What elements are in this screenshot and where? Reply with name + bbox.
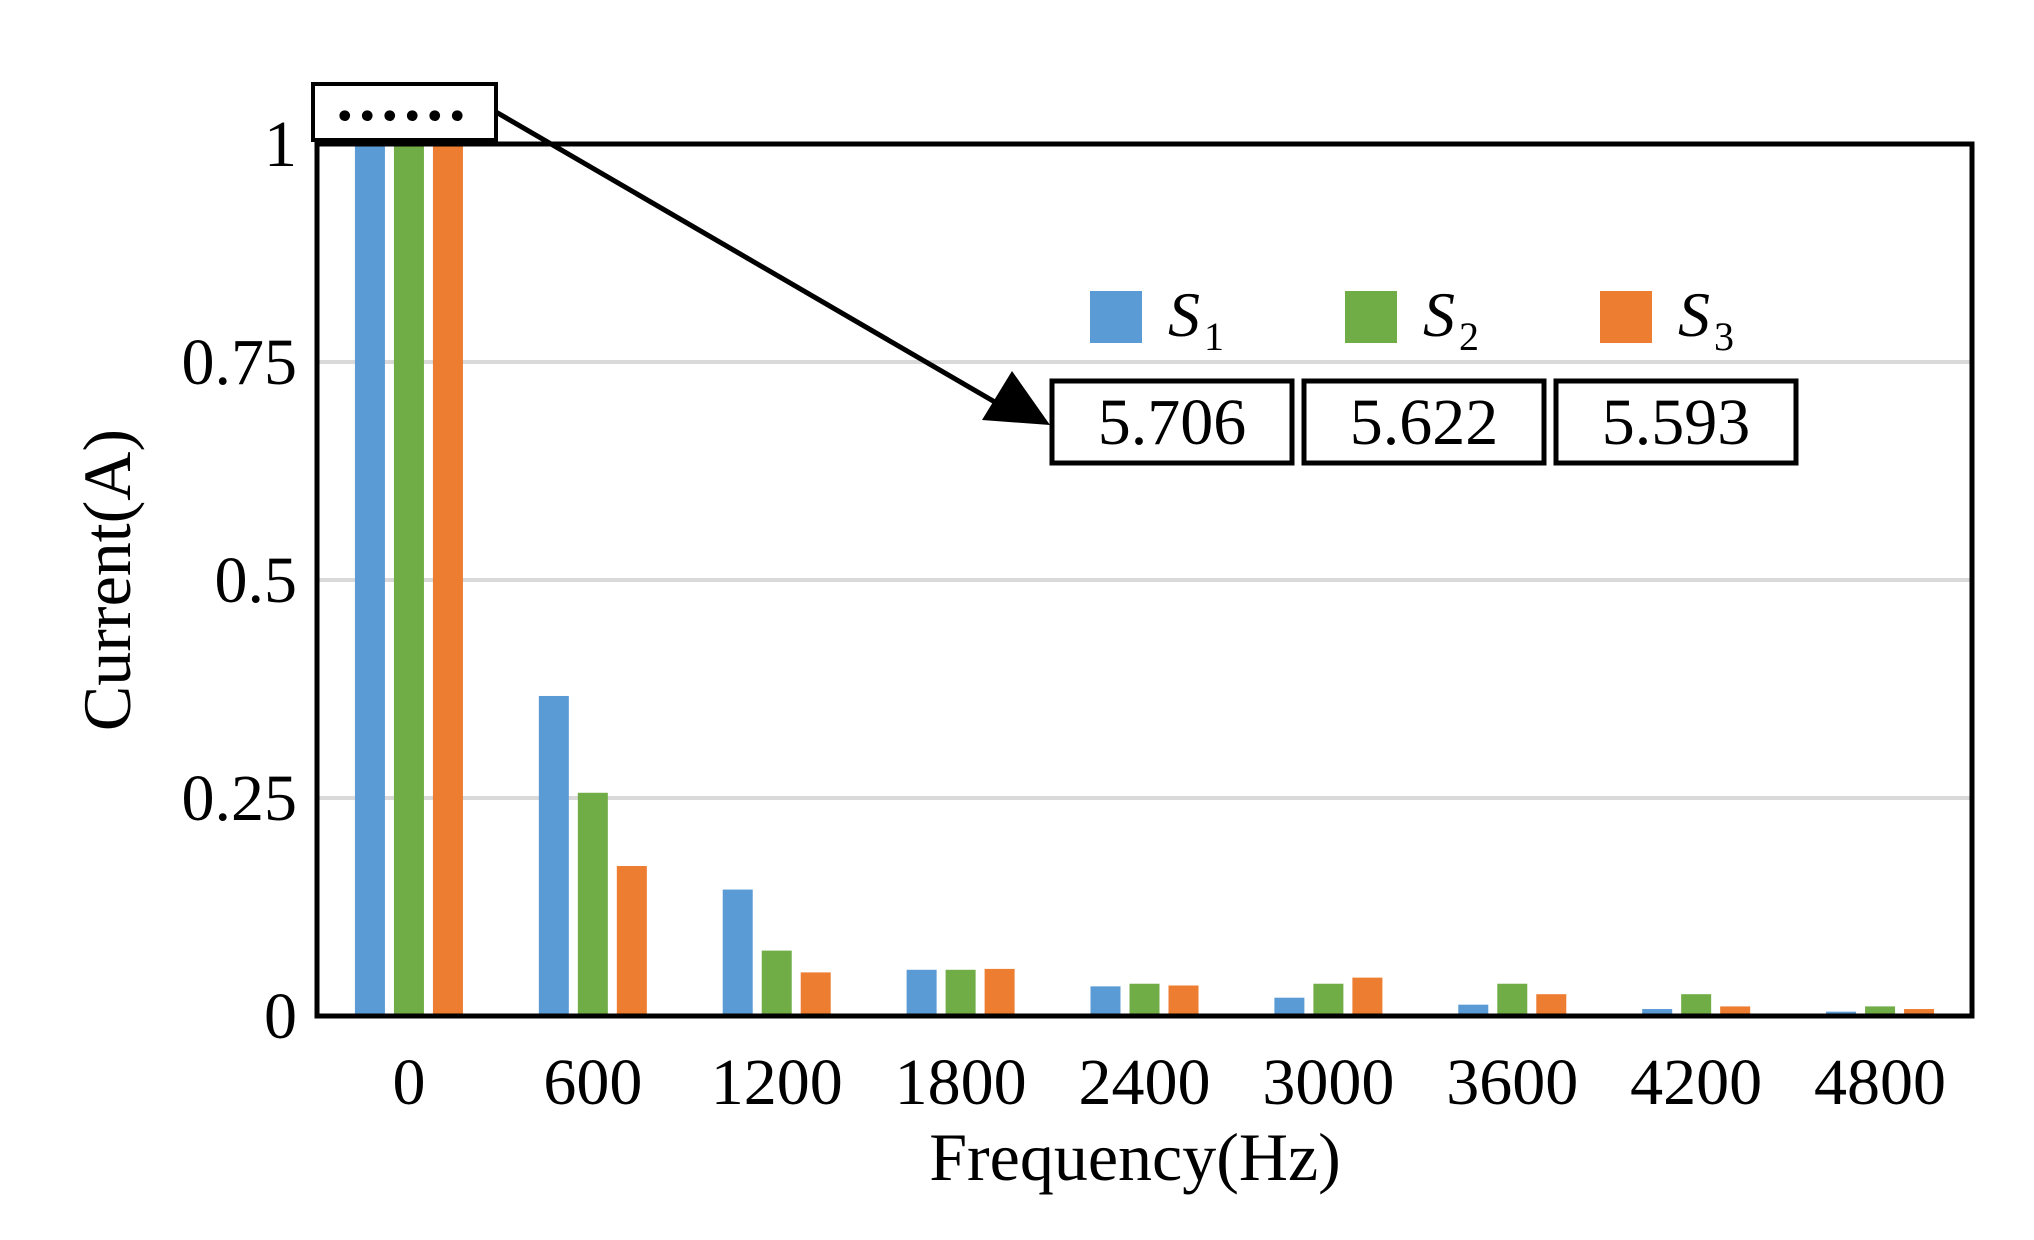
x-tick-label: 0	[392, 1046, 425, 1119]
bar-S3-3000	[1352, 977, 1383, 1016]
clip-annotation: ...... 5.706 5.622 5.593	[311, 62, 1799, 466]
clipped-value-boxes: 5.706 5.622 5.593	[1049, 378, 1799, 466]
bar-S1-4200	[1642, 1009, 1673, 1016]
plot-frame	[314, 141, 1975, 1019]
x-tick-label: 1800	[895, 1046, 1027, 1119]
legend-swatch-S1	[1090, 291, 1142, 343]
x-tick-label: 600	[543, 1046, 642, 1119]
bar-S2-1800	[945, 969, 976, 1016]
clipped-value-text: 5.706	[1098, 386, 1247, 459]
legend-label-main: S	[1678, 279, 1710, 350]
bars	[354, 144, 1935, 1016]
legend-label-sub: 1	[1204, 314, 1224, 359]
x-tick-label: 2400	[1079, 1046, 1211, 1119]
bar-S3-4800	[1904, 1009, 1935, 1016]
x-tick-label: 3600	[1446, 1046, 1578, 1119]
x-tick-label: 4800	[1814, 1046, 1946, 1119]
annotation-arrow	[494, 109, 1002, 408]
annotation-arrowhead	[982, 371, 1050, 425]
legend-label-main: S	[1423, 279, 1455, 350]
y-tick-label: 0.25	[182, 762, 298, 835]
clipped-value-text: 5.622	[1350, 386, 1499, 459]
legend-swatch-S2	[1345, 291, 1397, 343]
legend-swatch-S3	[1600, 291, 1652, 343]
x-tick-label: 4200	[1630, 1046, 1762, 1119]
bar-S3-2400	[1168, 985, 1199, 1016]
legend-label-sub: 3	[1714, 314, 1734, 359]
bar-S2-3000	[1313, 983, 1344, 1016]
bar-S3-4200	[1720, 1006, 1751, 1016]
bar-S3-1200	[800, 972, 831, 1016]
y-tick-label: 1	[264, 108, 297, 181]
bar-S2-2400	[1129, 983, 1160, 1016]
x-axis-title: Frequency(Hz)	[929, 1119, 1341, 1195]
bar-S1-1800	[906, 969, 937, 1016]
y-tick-label: 0	[264, 980, 297, 1053]
clip-marker-dots: ......	[337, 62, 472, 135]
bar-S1-3000	[1274, 997, 1305, 1016]
x-tick-label: 3000	[1262, 1046, 1394, 1119]
bar-S2-600	[577, 792, 608, 1016]
clipped-value-box	[1049, 378, 1295, 466]
bar-S2-3600	[1497, 983, 1528, 1016]
bar-S2-1200	[761, 950, 792, 1016]
bar-S2-4800	[1865, 1006, 1896, 1016]
bar-S1-1200	[722, 889, 753, 1016]
y-tick-label: 0.75	[182, 326, 298, 399]
clipped-value-box	[1301, 378, 1547, 466]
bar-S3-3600	[1536, 994, 1567, 1016]
bar-S1-2400	[1090, 986, 1121, 1016]
x-tick-labels: 0 600 1200 1800 2400 3000 3600 4200 4800	[392, 1046, 1946, 1119]
clipped-value-text: 5.593	[1602, 386, 1751, 459]
legend-label-sub: 2	[1459, 314, 1479, 359]
bar-S3-600	[616, 866, 647, 1016]
legend-label-main: S	[1168, 279, 1200, 350]
bar-S1-0	[354, 144, 385, 1016]
bar-S3-1800	[984, 968, 1015, 1016]
y-axis-title: Current(A)	[69, 429, 145, 731]
bar-S3-0	[432, 144, 463, 1016]
x-tick-label: 1200	[711, 1046, 843, 1119]
y-tick-labels: 0 0.25 0.5 0.75 1	[182, 108, 298, 1053]
bar-S1-3600	[1458, 1004, 1489, 1016]
y-tick-label: 0.5	[215, 544, 298, 617]
bar-S1-600	[538, 695, 569, 1016]
bar-S2-0	[393, 144, 424, 1016]
clipped-value-box	[1553, 378, 1799, 466]
bar-S2-4200	[1681, 994, 1712, 1016]
